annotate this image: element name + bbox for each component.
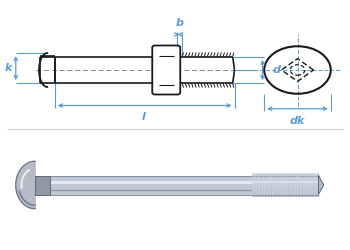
Polygon shape [305, 173, 308, 197]
Polygon shape [300, 173, 302, 197]
Text: dk: dk [290, 116, 305, 126]
Polygon shape [316, 173, 319, 197]
Polygon shape [263, 173, 266, 197]
Bar [35, 176, 50, 195]
Polygon shape [255, 173, 258, 197]
Polygon shape [266, 173, 269, 197]
Polygon shape [308, 173, 311, 197]
Polygon shape [16, 161, 35, 209]
Bar [252, 174, 318, 197]
Bar [50, 176, 252, 195]
Polygon shape [272, 173, 274, 197]
Polygon shape [274, 173, 277, 197]
Text: d: d [273, 65, 281, 75]
Polygon shape [314, 173, 316, 197]
Polygon shape [311, 173, 314, 197]
Polygon shape [286, 173, 288, 197]
Polygon shape [277, 173, 280, 197]
Polygon shape [291, 173, 294, 197]
Text: k: k [5, 63, 13, 73]
Polygon shape [258, 173, 260, 197]
Text: l: l [142, 112, 146, 122]
Polygon shape [252, 173, 255, 197]
Polygon shape [318, 176, 324, 195]
Polygon shape [288, 173, 291, 197]
FancyBboxPatch shape [152, 46, 180, 94]
Polygon shape [294, 173, 297, 197]
Polygon shape [260, 173, 263, 197]
Text: b: b [176, 18, 184, 28]
Polygon shape [302, 173, 305, 197]
Polygon shape [297, 173, 300, 197]
Polygon shape [283, 173, 286, 197]
Polygon shape [280, 173, 283, 197]
Polygon shape [269, 173, 272, 197]
